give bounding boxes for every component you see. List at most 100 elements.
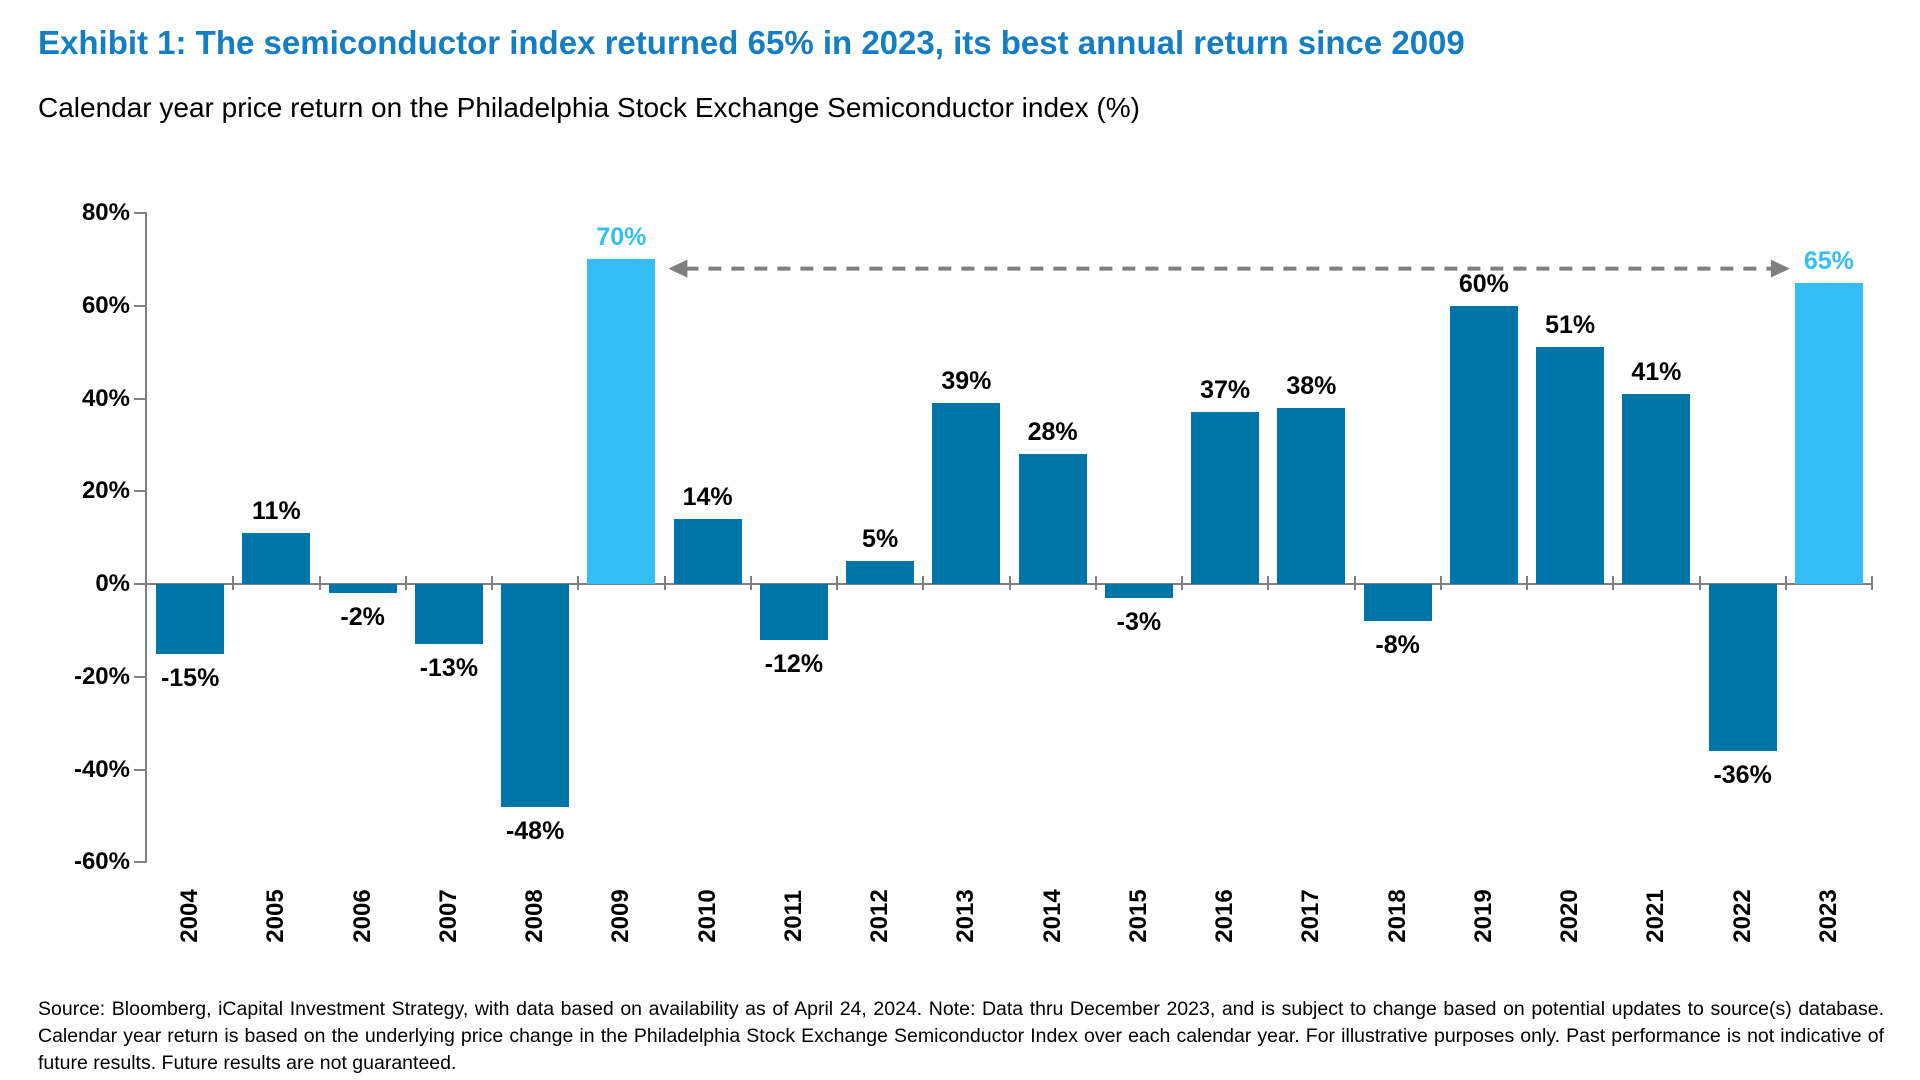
bar-2005 (242, 532, 311, 584)
bar-value-label-2013: 39% (941, 367, 992, 396)
bar-2015 (1104, 584, 1173, 598)
x-axis-label-2010: 2010 (693, 889, 721, 943)
source-note: Source: Bloomberg, iCapital Investment S… (38, 998, 1884, 1074)
bar-2023 (1794, 282, 1863, 584)
x-axis-label-2013: 2013 (952, 889, 980, 943)
bar-value-label-2010: 14% (682, 483, 733, 512)
x-axis-label-2018: 2018 (1383, 889, 1411, 943)
x-axis-label-2005: 2005 (262, 889, 290, 943)
bar-value-label-2008: -48% (505, 816, 565, 845)
x-axis-tick (1353, 576, 1356, 590)
bar-value-label-2022: -36% (1713, 760, 1772, 789)
x-axis-label-2014: 2014 (1038, 889, 1066, 943)
bar-2013 (932, 403, 1001, 584)
y-axis-tick (134, 212, 146, 214)
y-axis-tick-label: 60% (81, 291, 130, 319)
x-axis-label-2015: 2015 (1124, 889, 1152, 943)
bar-2007 (414, 584, 483, 645)
y-axis-tick-label: 0% (95, 570, 130, 597)
x-axis-label-2007: 2007 (434, 889, 462, 943)
x-axis-label-2017: 2017 (1297, 889, 1325, 943)
y-axis-tick-label: -60% (73, 848, 130, 876)
bar-value-label-2012: 5% (862, 524, 899, 553)
x-axis-tick (404, 576, 407, 590)
x-axis-label-2021: 2021 (1642, 889, 1670, 943)
bar-2012 (846, 560, 915, 584)
x-axis-label-2023: 2023 (1814, 889, 1842, 943)
y-axis-tick-label: 20% (81, 477, 130, 505)
x-axis-tick (749, 576, 752, 590)
x-axis-label-2009: 2009 (607, 889, 635, 943)
x-axis-label-2020: 2020 (1556, 889, 1584, 943)
bar-value-label-2021: 41% (1631, 357, 1682, 386)
bar-2004 (156, 584, 225, 654)
x-axis-tick (1094, 576, 1097, 590)
bar-value-label-2011: -12% (764, 649, 824, 678)
x-axis-tick (922, 576, 925, 590)
x-axis-tick (491, 576, 493, 590)
bar-value-label-2006: -2% (340, 603, 385, 632)
bar-2014 (1018, 454, 1087, 584)
x-axis-tick (1267, 576, 1270, 590)
y-axis-tick (134, 490, 146, 493)
x-axis-tick (1526, 576, 1528, 590)
x-axis-tick (1698, 576, 1701, 590)
x-axis-tick (318, 576, 321, 590)
bar-2019 (1449, 305, 1518, 584)
x-axis-label-2019: 2019 (1469, 889, 1497, 943)
bar-value-label-2020: 51% (1545, 311, 1596, 340)
bar-2009 (587, 259, 656, 584)
bar-value-label-2007: -13% (419, 654, 479, 683)
x-axis-label-2006: 2006 (348, 889, 376, 943)
x-axis-tick (1871, 576, 1873, 590)
y-axis-tick-label: -20% (73, 662, 130, 690)
bar-value-label-2004: -15% (160, 663, 220, 692)
x-axis-label-2008: 2008 (521, 889, 549, 943)
y-axis-tick (134, 861, 146, 864)
bar-2010 (673, 519, 742, 584)
y-axis-tick-label: -40% (73, 755, 130, 783)
y-axis-tick (134, 304, 146, 307)
y-axis-tick (134, 397, 146, 400)
x-axis-label-2011: 2011 (779, 889, 807, 943)
x-axis-tick (1439, 576, 1442, 590)
bar-2008 (501, 584, 570, 807)
bar-value-label-2023: 65% (1803, 246, 1854, 275)
bar-2016 (1191, 412, 1260, 584)
bar-value-label-2017: 38% (1286, 371, 1337, 400)
bar-2011 (759, 584, 828, 640)
bar-2018 (1363, 584, 1432, 622)
bar-value-label-2005: 11% (252, 496, 301, 525)
x-axis-tick (836, 576, 838, 590)
y-axis-tick-label: 80% (81, 199, 130, 226)
bar-value-label-2014: 28% (1027, 418, 1078, 447)
bar-value-label-2009: 70% (596, 223, 647, 252)
x-axis-label-2022: 2022 (1728, 889, 1756, 943)
x-axis-label-2012: 2012 (866, 889, 894, 943)
y-axis-tick (134, 768, 146, 771)
bar-2020 (1536, 347, 1605, 584)
x-axis-label-2004: 2004 (176, 889, 204, 943)
bar-2017 (1277, 407, 1346, 584)
bar-value-label-2016: 37% (1200, 376, 1251, 405)
x-axis-tick (1612, 576, 1615, 590)
exhibit-title: Exhibit 1: The semiconductor index retur… (38, 24, 1465, 61)
x-axis-tick (1008, 576, 1011, 590)
x-axis-tick (232, 576, 235, 590)
x-axis-label-2016: 2016 (1211, 889, 1239, 943)
bar-value-label-2018: -8% (1375, 631, 1420, 660)
bar-2006 (328, 584, 397, 594)
bar-2022 (1708, 584, 1777, 751)
x-axis-tick (663, 576, 666, 590)
y-axis-line (145, 212, 147, 864)
bar-value-label-2019: 60% (1458, 269, 1509, 298)
chart-subtitle: Calendar year price return on the Philad… (38, 92, 1140, 123)
x-axis-tick (1181, 576, 1183, 590)
x-axis-tick (1784, 576, 1787, 590)
y-axis-tick (134, 583, 146, 585)
y-axis-tick (134, 675, 146, 678)
x-axis-tick (577, 576, 580, 590)
bar-2021 (1622, 393, 1691, 584)
